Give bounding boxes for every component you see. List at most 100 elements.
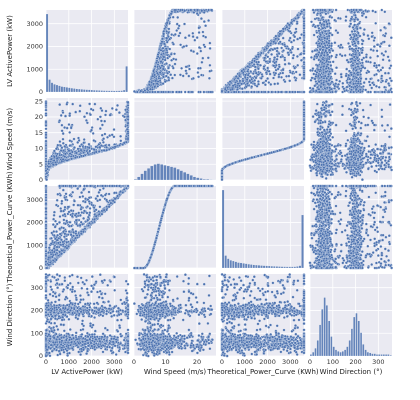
- histogram-bar: [73, 88, 76, 93]
- data-point: [302, 90, 306, 94]
- data-point: [276, 82, 280, 86]
- histogram-bar: [98, 90, 101, 93]
- data-point: [245, 90, 249, 94]
- data-point: [302, 60, 306, 64]
- data-point: [298, 73, 302, 77]
- data-point: [302, 66, 306, 70]
- data-point: [201, 34, 205, 38]
- data-point: [189, 8, 193, 12]
- data-point: [156, 90, 160, 94]
- data-point: [256, 53, 260, 57]
- histogram-bar: [93, 90, 96, 93]
- histogram-bar: [105, 90, 108, 93]
- data-point: [250, 85, 254, 89]
- data-point: [246, 69, 250, 73]
- data-point: [273, 61, 277, 65]
- data-point: [155, 82, 159, 86]
- panel-lv-vs-ws: [132, 8, 216, 94]
- data-point: [187, 34, 191, 38]
- data-point: [163, 58, 167, 62]
- data-point: [196, 71, 200, 74]
- histogram-bar: [120, 90, 123, 93]
- data-point: [230, 87, 234, 91]
- data-point: [185, 44, 188, 48]
- data-point: [170, 58, 174, 62]
- data-point: [256, 67, 260, 71]
- data-point: [151, 90, 155, 94]
- data-point: [154, 79, 158, 83]
- data-point: [261, 81, 265, 85]
- data-point: [302, 8, 306, 12]
- histogram-bar: [63, 86, 66, 93]
- histogram-bar: [80, 89, 83, 93]
- data-point: [283, 62, 287, 66]
- histogram-bar: [65, 87, 69, 93]
- data-point: [267, 81, 271, 84]
- data-point: [191, 35, 195, 39]
- data-point: [184, 65, 188, 69]
- data-point: [156, 53, 160, 57]
- data-point: [270, 52, 274, 56]
- data-point: [294, 78, 298, 82]
- data-point: [268, 60, 272, 64]
- data-point: [209, 90, 213, 94]
- data-point: [270, 90, 274, 94]
- data-point: [223, 87, 227, 91]
- data-point: [170, 33, 174, 37]
- data-point: [188, 67, 191, 71]
- data-point: [167, 17, 171, 20]
- data-point: [197, 31, 201, 34]
- data-point: [259, 76, 263, 80]
- data-point: [171, 66, 175, 70]
- data-point: [266, 66, 270, 70]
- data-point: [191, 76, 195, 80]
- data-point: [161, 73, 165, 76]
- data-point: [280, 46, 284, 50]
- data-point: [232, 90, 236, 94]
- data-point: [198, 90, 202, 94]
- data-point: [253, 65, 257, 69]
- data-point: [360, 61, 364, 65]
- data-point: [208, 69, 212, 73]
- data-point: [245, 82, 249, 86]
- data-point: [178, 73, 182, 77]
- histogram-bar: [85, 89, 88, 93]
- data-point: [257, 82, 260, 86]
- data-point: [181, 74, 185, 78]
- data-point: [285, 74, 288, 78]
- data-point: [174, 58, 178, 61]
- data-point: [253, 82, 257, 86]
- data-point: [278, 40, 282, 44]
- data-point: [252, 90, 256, 94]
- data-point: [287, 62, 291, 65]
- data-point: [302, 76, 306, 80]
- data-point: [166, 66, 170, 70]
- data-point: [162, 29, 166, 33]
- data-point: [293, 66, 297, 70]
- data-point: [164, 47, 168, 51]
- data-point: [171, 15, 175, 19]
- data-point: [268, 72, 272, 76]
- data-point: [269, 42, 273, 45]
- data-point: [295, 54, 299, 58]
- data-point: [248, 79, 252, 83]
- histogram-bar: [108, 90, 111, 93]
- data-point: [277, 75, 281, 79]
- data-point: [294, 70, 298, 74]
- data-point: [210, 8, 214, 12]
- data-point: [183, 22, 186, 26]
- data-point: [282, 49, 285, 52]
- data-point: [160, 64, 164, 68]
- data-point: [259, 51, 263, 55]
- data-point: [162, 32, 166, 36]
- data-point: [289, 40, 293, 44]
- data-point: [302, 26, 306, 30]
- data-point: [178, 31, 182, 35]
- data-point: [281, 68, 285, 72]
- data-point: [153, 73, 157, 77]
- data-point: [262, 47, 266, 51]
- data-point: [164, 62, 168, 65]
- data-point: [272, 40, 276, 44]
- data-point: [283, 58, 287, 62]
